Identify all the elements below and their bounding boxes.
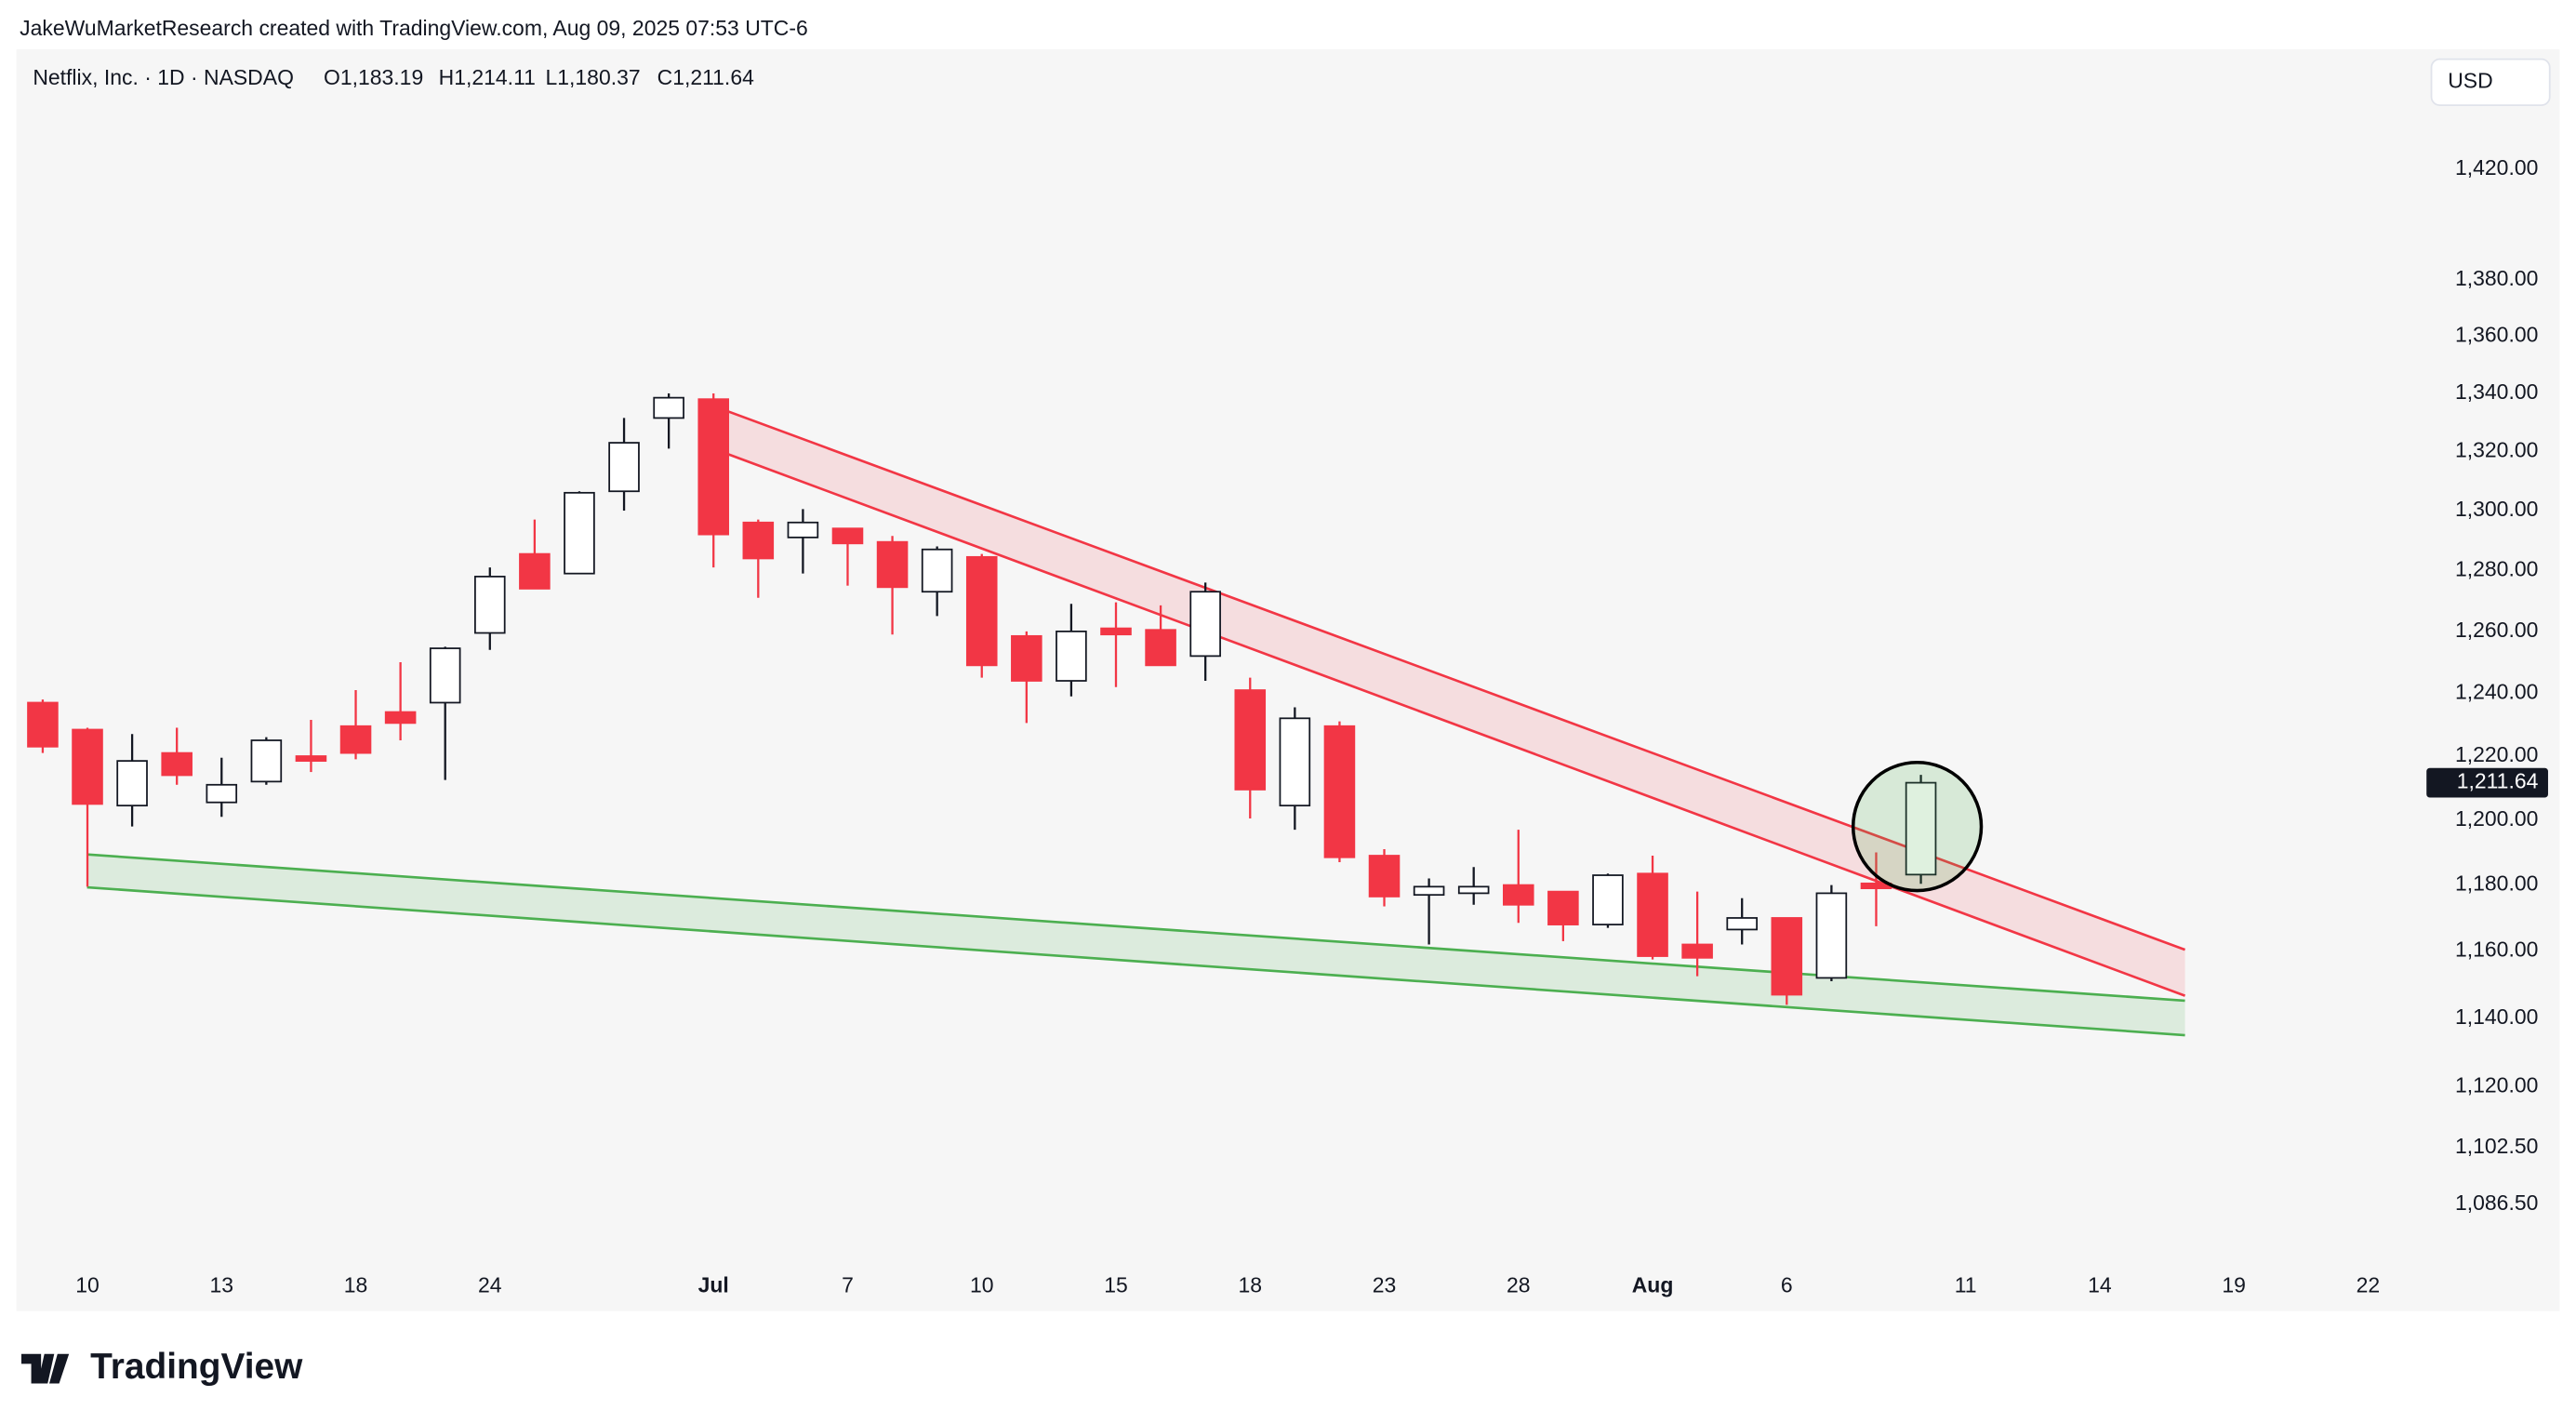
candle-body — [429, 647, 461, 704]
x-tick-label: Aug — [1632, 1272, 1674, 1297]
y-tick-label: 1,180.00 — [2455, 871, 2538, 896]
y-tick-label: 1,300.00 — [2455, 497, 2538, 521]
x-tick-label: 11 — [1955, 1272, 1977, 1297]
x-tick-label: 18 — [1238, 1272, 1262, 1297]
y-tick-label: 1,280.00 — [2455, 556, 2538, 580]
y-tick-label: 1,160.00 — [2455, 938, 2538, 962]
x-tick-label: Jul — [698, 1272, 729, 1297]
y-tick-label: 1,120.00 — [2455, 1073, 2538, 1097]
candle-body — [787, 521, 819, 539]
candle-body — [1637, 872, 1668, 957]
y-tick-label: 1,420.00 — [2455, 155, 2538, 180]
symbol: Netflix, Inc. · 1D · NASDAQ — [33, 65, 294, 89]
candle-body — [1771, 917, 1803, 996]
candle-body — [1726, 917, 1758, 931]
candle-body — [1145, 629, 1176, 667]
candle-body — [965, 555, 998, 667]
candle-body — [742, 521, 775, 560]
candle-body — [1905, 781, 1937, 876]
x-tick-label: 19 — [2222, 1272, 2246, 1297]
candle-body — [1279, 717, 1311, 807]
candle-body — [831, 527, 864, 545]
logo-mark — [20, 1353, 70, 1384]
candle-body — [384, 711, 417, 725]
y-tick-label: 1,380.00 — [2455, 266, 2538, 290]
candle-body — [697, 398, 730, 536]
resistance-line — [699, 399, 2186, 951]
x-tick-label: 7 — [842, 1272, 854, 1297]
support-line — [86, 885, 2185, 1037]
ohlc-close: C1,211.64 — [657, 65, 754, 89]
y-tick-label: 1,240.00 — [2455, 679, 2538, 703]
candle-body — [339, 725, 372, 754]
candle-body — [1815, 892, 1848, 979]
x-tick-label: 23 — [1373, 1272, 1397, 1297]
candle-body — [1100, 627, 1132, 636]
currency[interactable]: USD — [2448, 68, 2492, 92]
x-tick-label: 13 — [210, 1272, 234, 1297]
x-tick-label: 10 — [970, 1272, 994, 1297]
candle-body — [921, 548, 953, 593]
candle-body — [608, 442, 640, 493]
candle-body — [250, 739, 283, 783]
ohlc-open: O1,183.19 — [324, 65, 423, 89]
last-price-label: 1,211.64 — [2457, 769, 2539, 793]
y-tick-label: 1,360.00 — [2455, 322, 2538, 346]
y-tick-label: 1,340.00 — [2455, 379, 2538, 404]
candle-body — [1457, 885, 1490, 895]
candle-body — [161, 751, 193, 777]
candle-body — [1681, 943, 1713, 959]
candle-body — [1368, 855, 1401, 898]
breakout-circle — [1851, 760, 1984, 893]
ohlc-high: H1,214.11 — [439, 65, 536, 89]
y-tick-label: 1,086.50 — [2455, 1190, 2538, 1215]
x-tick-label: 18 — [344, 1272, 368, 1297]
plot-background — [16, 49, 2560, 1311]
candle-body — [1189, 591, 1221, 658]
x-tick-label: 10 — [75, 1272, 100, 1297]
x-tick-label: 15 — [1104, 1272, 1128, 1297]
y-tick-label: 1,140.00 — [2455, 1004, 2538, 1029]
y-tick-label: 1,102.50 — [2455, 1134, 2538, 1158]
credit: JakeWuMarketResearch created with Tradin… — [20, 16, 808, 40]
last-price-tag — [2426, 767, 2548, 798]
candle-body — [1011, 634, 1042, 682]
candle-body — [653, 396, 684, 419]
candle-body — [1592, 874, 1624, 925]
logo: TradingView — [20, 1347, 303, 1387]
x-tick-label: 6 — [1781, 1272, 1793, 1297]
candle-body — [1056, 631, 1087, 682]
candle-body — [519, 552, 551, 590]
candle-body — [72, 728, 103, 805]
candle-body — [116, 760, 148, 807]
x-tick-label: 28 — [1507, 1272, 1531, 1297]
candle-body — [295, 755, 327, 763]
y-tick-label: 1,320.00 — [2455, 438, 2538, 462]
candle-body — [27, 701, 59, 748]
candle-body — [474, 576, 506, 634]
candle-body — [564, 491, 595, 575]
candle-body — [1234, 689, 1267, 791]
x-tick-label: 24 — [478, 1272, 502, 1297]
x-tick-label: 22 — [2357, 1272, 2381, 1297]
y-tick-label: 1,260.00 — [2455, 618, 2538, 642]
candle-body — [1547, 890, 1579, 925]
candle-body — [1502, 884, 1534, 906]
y-tick-label: 1,200.00 — [2455, 806, 2538, 831]
currency-box[interactable] — [2430, 58, 2551, 107]
candle-body — [1323, 725, 1356, 858]
brand: TradingView — [90, 1347, 303, 1387]
resistance-line — [699, 442, 2186, 997]
candle-body — [206, 783, 238, 804]
candle-body — [1413, 885, 1445, 897]
candle-body — [876, 540, 909, 589]
resistance-channel — [699, 401, 2185, 996]
ohlc-low: L1,180.37 — [546, 65, 641, 89]
x-tick-label: 14 — [2088, 1272, 2112, 1297]
support-channel — [86, 854, 2185, 1036]
y-tick-label: 1,220.00 — [2455, 742, 2538, 766]
